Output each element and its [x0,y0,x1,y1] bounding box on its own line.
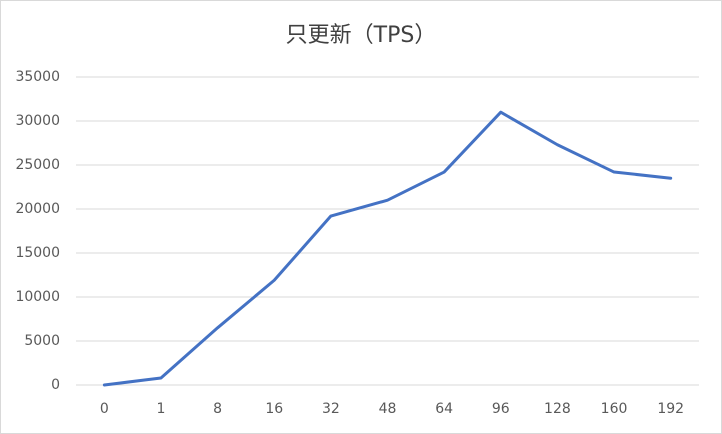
line-series [102,110,673,387]
x-tick-label: 128 [544,401,571,417]
x-tick-label: 192 [657,401,684,417]
y-tick-label: 0 [51,377,60,393]
x-tick-label: 16 [265,401,283,417]
x-tick-label: 96 [492,401,510,417]
x-tick-label: 32 [322,401,340,417]
y-tick-label: 10000 [15,289,60,305]
x-tick-label: 0 [100,401,109,417]
y-tick-label: 5000 [24,333,60,349]
x-tick-label: 48 [379,401,397,417]
x-tick-label: 160 [601,401,628,417]
y-tick-label: 15000 [15,245,60,261]
y-tick-label: 30000 [15,113,60,129]
y-tick-label: 25000 [15,157,60,173]
chart-title: 只更新（TPS） [286,23,437,48]
y-tick-label: 35000 [15,69,60,85]
x-tick-label: 64 [435,401,453,417]
y-tick-label: 20000 [15,201,60,217]
x-tick-label: 8 [213,401,222,417]
x-tick-label: 1 [156,401,165,417]
